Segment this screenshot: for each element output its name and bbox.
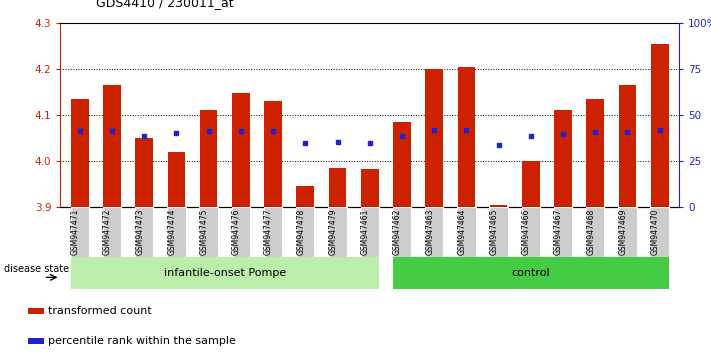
Bar	[167, 207, 186, 257]
Bar	[489, 207, 508, 257]
Text: GDS4410 / 230011_at: GDS4410 / 230011_at	[96, 0, 234, 9]
Text: GSM947467: GSM947467	[554, 209, 563, 255]
Bar	[393, 122, 411, 207]
Bar	[328, 168, 346, 207]
Bar	[28, 338, 43, 344]
Bar	[392, 257, 669, 289]
Bar	[651, 207, 669, 257]
Bar	[425, 207, 444, 257]
Bar	[457, 207, 476, 257]
Text: GSM947478: GSM947478	[296, 209, 305, 255]
Bar	[70, 257, 379, 289]
Text: GSM947472: GSM947472	[103, 209, 112, 255]
Text: GSM947465: GSM947465	[490, 209, 498, 255]
Bar	[232, 93, 250, 207]
Bar	[135, 207, 154, 257]
Bar	[392, 207, 411, 257]
Text: GSM947470: GSM947470	[651, 209, 660, 255]
Text: percentile rank within the sample: percentile rank within the sample	[48, 336, 236, 346]
Text: GSM947462: GSM947462	[393, 209, 402, 255]
Text: GSM947473: GSM947473	[135, 209, 144, 255]
Bar	[361, 169, 378, 207]
Bar	[490, 205, 508, 207]
Bar	[651, 44, 668, 207]
Text: GSM947468: GSM947468	[587, 209, 595, 255]
Text: GSM947469: GSM947469	[619, 209, 627, 255]
Bar	[619, 85, 636, 207]
Bar	[70, 207, 89, 257]
Bar	[264, 101, 282, 207]
Bar	[328, 207, 347, 257]
Bar	[103, 85, 121, 207]
Bar	[360, 207, 379, 257]
Bar	[135, 138, 153, 207]
Bar	[619, 207, 636, 257]
Bar	[168, 152, 186, 207]
Bar	[554, 110, 572, 207]
Bar	[457, 67, 475, 207]
Bar	[264, 207, 282, 257]
Bar	[103, 207, 121, 257]
Text: GSM947475: GSM947475	[200, 209, 208, 255]
Bar	[200, 110, 218, 207]
Text: disease state: disease state	[4, 264, 69, 274]
Bar	[296, 186, 314, 207]
Text: GSM947476: GSM947476	[232, 209, 241, 255]
Bar	[232, 207, 250, 257]
Bar	[586, 207, 604, 257]
Text: GSM947463: GSM947463	[425, 209, 434, 255]
Text: transformed count: transformed count	[48, 306, 151, 316]
Bar	[200, 207, 218, 257]
Bar	[554, 207, 572, 257]
Text: GSM947466: GSM947466	[522, 209, 531, 255]
Bar	[522, 207, 540, 257]
Bar	[71, 99, 89, 207]
Text: GSM947461: GSM947461	[360, 209, 370, 255]
Bar	[522, 161, 540, 207]
Text: GSM947464: GSM947464	[457, 209, 466, 255]
Text: infantile-onset Pompe: infantile-onset Pompe	[164, 268, 286, 278]
Bar	[28, 308, 43, 314]
Text: GSM947471: GSM947471	[71, 209, 80, 255]
Text: GSM947477: GSM947477	[264, 209, 273, 255]
Text: GSM947474: GSM947474	[167, 209, 176, 255]
Text: GSM947479: GSM947479	[328, 209, 338, 255]
Text: control: control	[511, 268, 550, 278]
Bar	[425, 69, 443, 207]
Bar	[296, 207, 314, 257]
Bar	[587, 99, 604, 207]
